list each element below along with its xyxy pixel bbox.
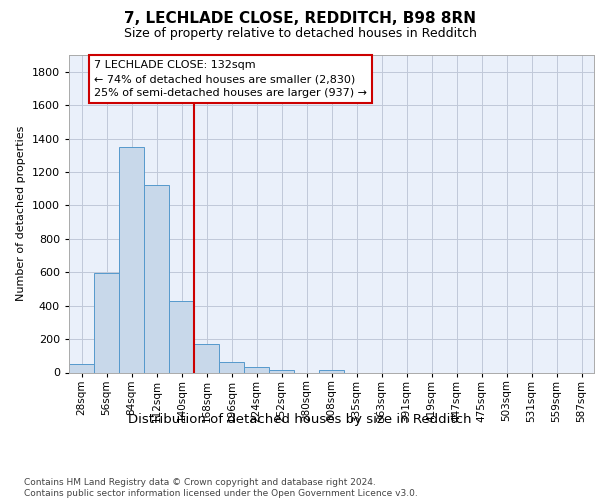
Text: Size of property relative to detached houses in Redditch: Size of property relative to detached ho… [124,28,476,40]
Bar [244,366,269,372]
Bar [319,370,344,372]
Text: 7 LECHLADE CLOSE: 132sqm
← 74% of detached houses are smaller (2,830)
25% of sem: 7 LECHLADE CLOSE: 132sqm ← 74% of detach… [94,60,367,98]
Bar [194,344,219,372]
Bar [144,186,169,372]
Bar [94,273,119,372]
Bar [169,302,194,372]
Bar [119,147,144,372]
Text: Distribution of detached houses by size in Redditch: Distribution of detached houses by size … [128,412,472,426]
Bar [269,370,294,372]
Text: 7, LECHLADE CLOSE, REDDITCH, B98 8RN: 7, LECHLADE CLOSE, REDDITCH, B98 8RN [124,11,476,26]
Y-axis label: Number of detached properties: Number of detached properties [16,126,26,302]
Bar [69,364,94,372]
Text: Contains HM Land Registry data © Crown copyright and database right 2024.
Contai: Contains HM Land Registry data © Crown c… [24,478,418,498]
Bar [219,362,244,372]
